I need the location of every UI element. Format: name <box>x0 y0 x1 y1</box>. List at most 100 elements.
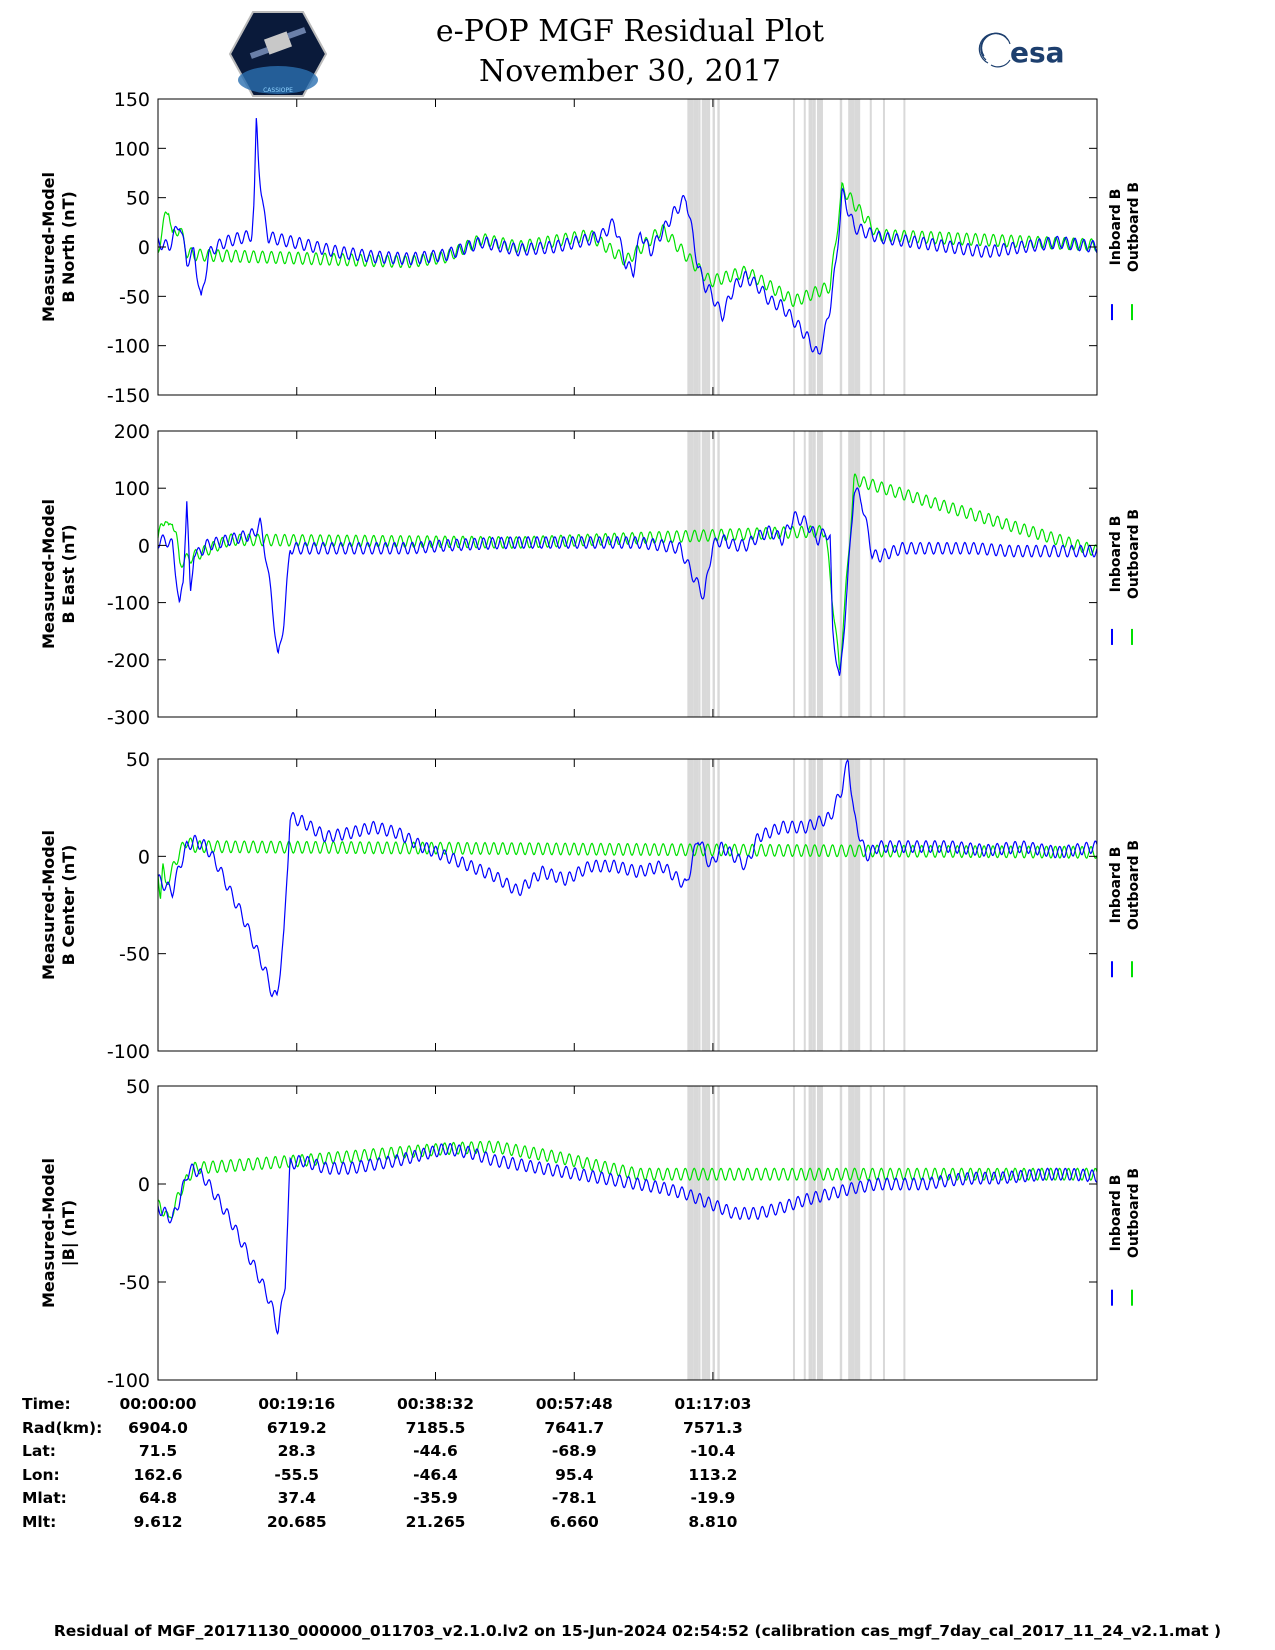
gray-band <box>839 431 843 717</box>
gray-band <box>882 431 885 717</box>
gray-band <box>854 759 861 1051</box>
ephemeris-value: 20.685 <box>266 1512 327 1531</box>
ephemeris-value: 7185.5 <box>405 1418 466 1437</box>
gray-band <box>698 759 701 1051</box>
ephemeris-row-label: Mlat: <box>22 1489 67 1507</box>
gray-band <box>839 1086 843 1380</box>
ephemeris-value: 28.3 <box>277 1442 316 1460</box>
plot-frame <box>157 758 1098 1052</box>
gray-band <box>698 1086 701 1380</box>
series-line-outboard-b <box>157 837 1098 899</box>
series-line-inboard-b <box>157 118 1098 355</box>
ephemeris-row-label: Rad(km): <box>22 1418 103 1437</box>
gray-band <box>848 431 851 717</box>
gray-band <box>848 1086 851 1380</box>
gray-band <box>808 1086 813 1380</box>
gray-band <box>816 99 823 395</box>
ephemeris-value: 7571.3 <box>682 1418 743 1437</box>
gray-band <box>854 99 861 395</box>
y-tick-label: 50 <box>126 1076 150 1098</box>
panel-2: -300 -200 -100 0 100 200 Measured-ModelB East … <box>39 421 1142 729</box>
gray-band <box>687 431 694 717</box>
gray-band <box>803 759 806 1051</box>
gray-band <box>701 1086 707 1380</box>
series-line-outboard-b <box>157 181 1098 308</box>
y-tick-label: 50 <box>126 188 150 210</box>
gray-band <box>701 431 707 717</box>
ephemeris-row-label: Mlt: <box>22 1512 57 1531</box>
ephemeris-value: -44.6 <box>413 1442 458 1460</box>
plot-frame <box>157 98 1098 396</box>
gray-band <box>706 1086 711 1380</box>
gray-band <box>808 759 813 1051</box>
ephemeris-value: 64.8 <box>138 1489 178 1507</box>
y-tick-label: -100 <box>107 1370 150 1392</box>
ephemeris-value: 9.612 <box>133 1512 183 1531</box>
ephemeris-value: 162.6 <box>133 1465 183 1484</box>
gray-band <box>849 759 855 1051</box>
y-tick-label: 0 <box>138 1174 150 1196</box>
ephemeris-value: -35.9 <box>413 1489 458 1507</box>
ephemeris-value: -46.4 <box>413 1465 458 1484</box>
ephemeris-value: 95.4 <box>555 1465 594 1484</box>
gray-band <box>854 431 861 717</box>
gray-band <box>701 99 707 395</box>
gray-band <box>816 1086 823 1380</box>
gray-band <box>882 1086 885 1380</box>
gray-band <box>693 759 699 1051</box>
ephemeris-value: 37.4 <box>277 1489 316 1507</box>
gray-band <box>701 759 707 1051</box>
series-line-inboard-b <box>157 487 1098 676</box>
y-tick-label: 100 <box>114 478 150 500</box>
series-line-outboard-b <box>157 473 1098 671</box>
ephemeris-value: 21.265 <box>405 1512 466 1531</box>
panel-3: -100 -50 0 50 Measured-ModelB Center (nT) Inb… <box>39 749 1142 1063</box>
gray-band <box>848 99 851 395</box>
gray-band <box>792 1086 795 1380</box>
gray-band <box>717 1086 720 1380</box>
gray-band <box>693 99 699 395</box>
cassiope-logo: CASSIOPE <box>228 11 328 97</box>
gray-band <box>698 99 701 395</box>
ephemeris-value: 00:38:32 <box>396 1395 475 1413</box>
gray-band <box>693 1086 699 1380</box>
series-line-inboard-b <box>157 1142 1098 1336</box>
legend-labels: Inboard B Outboard B <box>1108 182 1142 272</box>
ephemeris-value: 8.810 <box>688 1512 738 1531</box>
gray-band <box>816 759 823 1051</box>
gray-band <box>869 99 872 395</box>
ephemeris-value: 6.660 <box>549 1512 599 1531</box>
gray-band <box>706 759 711 1051</box>
y-tick-label: -100 <box>107 336 150 358</box>
ephemeris-value: 00:00:00 <box>119 1395 197 1413</box>
legend-labels: Inboard B Outboard B <box>1108 509 1142 599</box>
gray-band <box>706 99 711 395</box>
gray-band <box>869 431 872 717</box>
ephemeris-row-label: Lon: <box>22 1465 60 1484</box>
y-axis-label: Measured-ModelB North (nT) <box>39 172 78 322</box>
gray-band <box>803 99 806 395</box>
plot-frame <box>157 430 1098 718</box>
ephemeris-value: 113.2 <box>688 1465 738 1484</box>
gray-band <box>869 1086 872 1380</box>
y-tick-label: 0 <box>138 846 150 868</box>
y-tick-label: -50 <box>119 944 150 966</box>
y-tick-label: -50 <box>119 286 150 308</box>
gray-band <box>803 431 806 717</box>
gray-band <box>882 759 885 1051</box>
y-tick-label: -100 <box>107 593 150 615</box>
ephemeris-row-label: Lat: <box>22 1442 56 1460</box>
ephemeris-value: 7641.7 <box>544 1418 605 1437</box>
y-tick-label: -300 <box>107 707 150 729</box>
y-tick-label: 50 <box>126 749 150 771</box>
ephemeris-value: -55.5 <box>274 1465 320 1484</box>
ephemeris-value: 01:17:03 <box>674 1395 752 1413</box>
gray-band <box>792 99 795 395</box>
panel-1: -150 -100 -50 0 50 100 150 Measured-ModelB Nort… <box>39 89 1142 407</box>
gray-band <box>803 1086 806 1380</box>
page-title: e-POP MGF Residual Plot <box>435 14 825 49</box>
gray-band <box>693 431 699 717</box>
gray-band <box>687 1086 694 1380</box>
gray-band <box>717 99 720 395</box>
ephemeris-row-label: Time: <box>22 1395 71 1413</box>
